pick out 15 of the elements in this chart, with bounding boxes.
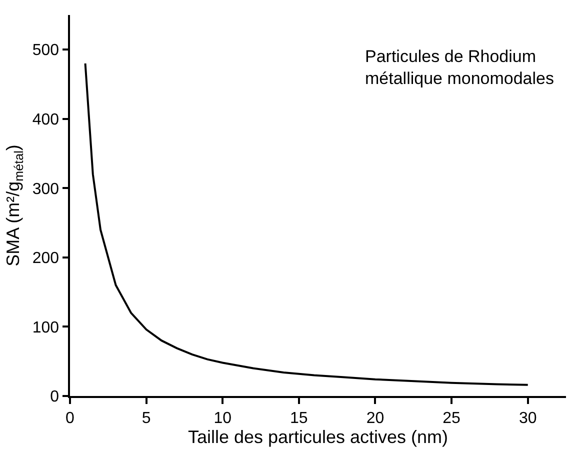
x-tick-label: 25 [442, 410, 461, 427]
x-tick-label: 15 [290, 410, 308, 427]
y-tick-label: 500 [32, 42, 60, 60]
x-tick-label: 5 [142, 410, 151, 427]
y-tick-label: 400 [32, 112, 60, 129]
x-tick-label: 20 [366, 410, 384, 427]
x-tick-label: 0 [66, 410, 75, 427]
y-tick-label: 300 [32, 180, 60, 198]
x-tick-label: 10 [214, 410, 232, 427]
y-tick-label: 200 [32, 250, 60, 268]
annotation: Particules de Rhodium métallique monomodales [365, 47, 554, 88]
y-tick-label: 0 [50, 388, 60, 406]
y-tick-label: 100 [32, 319, 60, 336]
x-axis-title: Taille des particules actives (nm) [188, 426, 448, 447]
x-tick-label: 30 [518, 410, 537, 427]
